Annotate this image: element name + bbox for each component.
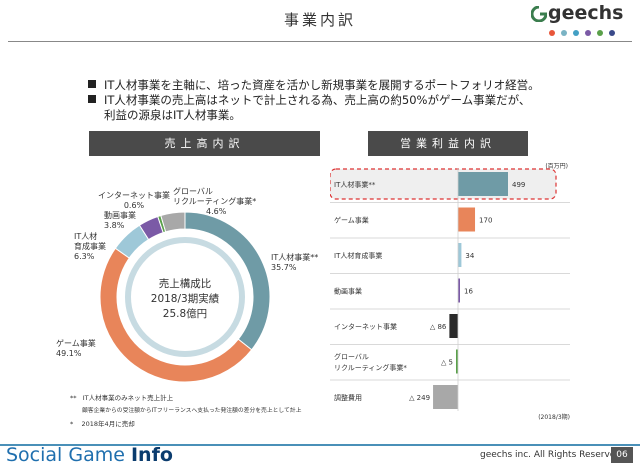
bar-category-label: インターネット事業 bbox=[334, 322, 397, 331]
bullet-item: IT人材事業を主軸に、培った資産を活かし新規事業を展開するポートフォリオ経営。 bbox=[88, 78, 540, 93]
footer-rule bbox=[0, 444, 640, 446]
bar-value-label: 16 bbox=[464, 288, 473, 296]
period-label: (2018/3期) bbox=[538, 413, 570, 421]
bar-category-label: IT人材育成事業 bbox=[334, 251, 382, 260]
logo-dot bbox=[609, 30, 615, 36]
bar bbox=[458, 278, 460, 303]
pie-label-global: グローバル リクルーティング事業* 4.6% bbox=[173, 187, 257, 216]
logo-dot bbox=[549, 30, 555, 36]
bar-value-label: △ 5 bbox=[441, 359, 453, 367]
donut-slice-5 bbox=[160, 211, 186, 233]
logo: geechs bbox=[548, 2, 624, 24]
bar bbox=[456, 349, 458, 374]
bar bbox=[458, 243, 462, 267]
bar bbox=[458, 207, 476, 232]
bar-category-label: リクルーティング事業* bbox=[334, 363, 407, 372]
bar-value-label: △ 86 bbox=[430, 323, 447, 331]
bar-value-label: 499 bbox=[512, 181, 525, 189]
profit-breakdown-header: 営業利益内訳 bbox=[368, 131, 528, 156]
pie-label-video: 動画事業 3.8% bbox=[104, 211, 136, 230]
pie-label-game: ゲーム事業 49.1% bbox=[56, 339, 96, 358]
bullet-item: IT人材事業の売上高はネットで計上される為、売上高の約50%がゲーム事業だが、 bbox=[88, 93, 540, 108]
logo-dot bbox=[561, 30, 567, 36]
bar-value-label: 34 bbox=[465, 252, 474, 260]
pie-label-internet: インターネット事業 0.6% bbox=[98, 191, 170, 210]
pie-label-it: IT人材事業** 35.7% bbox=[271, 253, 319, 272]
unit-label: (百万円) bbox=[545, 163, 568, 170]
copyright: geechs inc. All Rights Reserved. bbox=[480, 450, 624, 460]
footer-brand: Social Game Info bbox=[6, 444, 173, 466]
bar-value-label: 170 bbox=[479, 217, 492, 225]
bullet-list: IT人材事業を主軸に、培った資産を活かし新規事業を展開するポートフォリオ経営。 … bbox=[88, 78, 540, 123]
footnote-1-detail: 顧客企業からの受注額からITフリーランスへ支払った発注額の差分を売上として計上 bbox=[82, 408, 302, 414]
bullet-continuation: 利益の源泉はIT人材事業。 bbox=[104, 108, 241, 122]
footnote-1: ** IT人材事業のみネット売上計上 bbox=[70, 394, 174, 402]
bar-category-label: 動画事業 bbox=[334, 287, 362, 296]
bullet-square-icon bbox=[88, 80, 96, 88]
donut-center bbox=[134, 246, 236, 348]
page-title: 事業内訳 bbox=[283, 11, 356, 29]
logo-dots bbox=[549, 30, 615, 36]
bar bbox=[433, 385, 458, 409]
pie-label-it-training: IT人材 育成事業 6.3% bbox=[74, 232, 106, 261]
bar bbox=[449, 314, 458, 338]
revenue-donut-chart bbox=[99, 211, 271, 383]
bar-value-label: △ 249 bbox=[409, 394, 430, 402]
title-rule bbox=[8, 41, 632, 42]
profit-bar-chart: (百万円) IT人材事業** 499 ゲーム事業 170 IT人材育成事業 34 動画事業 16… bbox=[330, 163, 570, 421]
logo-mark-icon bbox=[531, 6, 547, 22]
bar-category-label: ゲーム事業 bbox=[334, 216, 369, 225]
logo-dot bbox=[597, 30, 603, 36]
logo-dot bbox=[585, 30, 591, 36]
bullet-square-icon bbox=[88, 95, 96, 103]
logo-dot bbox=[573, 30, 579, 36]
page-number: 06 bbox=[611, 447, 633, 463]
bar bbox=[458, 172, 508, 196]
footnote-2: * 2018年4月に売却 bbox=[70, 420, 135, 428]
bar-category-label: 調整費用 bbox=[334, 393, 362, 402]
bar-category-label: IT人材事業** bbox=[334, 180, 376, 189]
bar-category-label: グローバル bbox=[334, 352, 369, 361]
revenue-breakdown-header: 売上高内訳 bbox=[89, 131, 320, 156]
donut-center-label: 売上構成比 2018/3期実績 25.8億円 bbox=[150, 278, 220, 320]
